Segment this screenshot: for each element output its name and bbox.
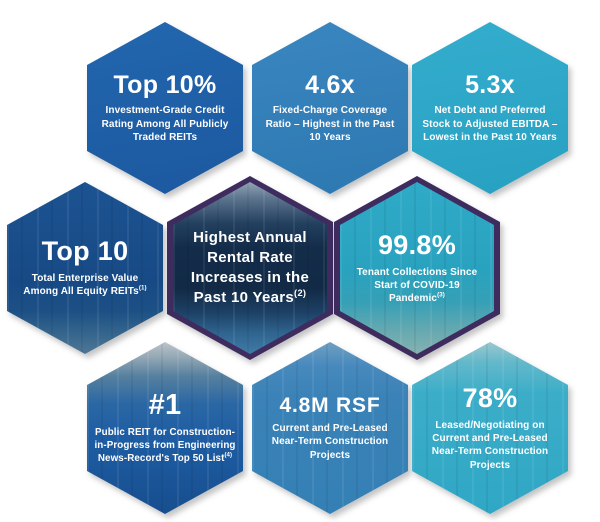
- stat-description: Investment-Grade Credit Rating Among All…: [101, 105, 229, 143]
- hexagon-content: 4.8M RSF Current and Pre-Leased Near-Ter…: [252, 394, 408, 462]
- hexagon-shape: Top 10 Total Enterprise Value Among All …: [7, 182, 163, 354]
- hexagon-content: 99.8% Tenant Collections Since Start of …: [340, 229, 494, 305]
- stat-headline: 5.3x: [465, 70, 515, 99]
- hexagon-enterprise-value: Top 10 Total Enterprise Value Among All …: [7, 182, 163, 354]
- stat-headline: Top 10: [41, 236, 129, 267]
- hexagon-content: 4.6x Fixed-Charge Coverage Ratio – Highe…: [252, 70, 408, 144]
- hexagon-content: Highest Annual Rental Rate Increases in …: [173, 228, 327, 307]
- hexagon-shape: 5.3x Net Debt and Preferred Stock to Adj…: [412, 22, 568, 194]
- hexagon-shape: 99.8% Tenant Collections Since Start of …: [340, 182, 494, 354]
- stat-description: Public REIT for Construction-in-Progress…: [94, 427, 236, 464]
- hexagon-credit-rating: Top 10% Investment-Grade Credit Rating A…: [87, 22, 243, 194]
- hexagon-shape: 4.6x Fixed-Charge Coverage Ratio – Highe…: [252, 22, 408, 194]
- hexagon-shape: 78% Leased/Negotiating on Current and Pr…: [412, 342, 568, 514]
- hexagon-rental-rate-increase: Highest Annual Rental Rate Increases in …: [167, 176, 333, 360]
- hexagon-shape: Highest Annual Rental Rate Increases in …: [173, 182, 327, 354]
- footnote-marker: (2): [294, 287, 307, 298]
- hexagon-content: #1 Public REIT for Construction-in-Progr…: [87, 389, 243, 466]
- hexagon-top-public-reit: #1 Public REIT for Construction-in-Progr…: [87, 342, 243, 514]
- hexagon-shape: Top 10% Investment-Grade Credit Rating A…: [87, 22, 243, 194]
- hexagon-content: 5.3x Net Debt and Preferred Stock to Adj…: [412, 70, 568, 144]
- hexagon-leased-negotiating: 78% Leased/Negotiating on Current and Pr…: [412, 342, 568, 514]
- stat-headline: Highest Annual Rental Rate Increases in …: [190, 229, 310, 306]
- hexagon-tenant-collections: 99.8% Tenant Collections Since Start of …: [334, 176, 500, 360]
- stat-description: Net Debt and Preferred Stock to Adjusted…: [422, 105, 558, 143]
- stat-headline: 99.8%: [377, 229, 457, 260]
- stat-headline: Top 10%: [113, 70, 217, 99]
- footnote-marker: (3): [437, 291, 445, 299]
- hexagon-shape: 4.8M RSF Current and Pre-Leased Near-Ter…: [252, 342, 408, 514]
- stat-headline: 78%: [462, 383, 518, 414]
- stat-description: Total Enterprise Value Among All Equity …: [23, 273, 147, 298]
- hexagon-construction-rsf: 4.8M RSF Current and Pre-Leased Near-Ter…: [252, 342, 408, 514]
- hexagon-purple-border: 99.8% Tenant Collections Since Start of …: [334, 176, 500, 360]
- stat-description: Tenant Collections Since Start of COVID-…: [356, 266, 478, 304]
- stat-headline: 4.6x: [305, 70, 355, 99]
- stat-description: Fixed-Charge Coverage Ratio – Highest in…: [265, 105, 395, 143]
- hexagon-fixed-charge-coverage: 4.6x Fixed-Charge Coverage Ratio – Highe…: [252, 22, 408, 194]
- stat-headline: #1: [148, 389, 182, 422]
- hexagon-net-debt-ebitda: 5.3x Net Debt and Preferred Stock to Adj…: [412, 22, 568, 194]
- hexagon-content: 78% Leased/Negotiating on Current and Pr…: [412, 384, 568, 471]
- hexagon-content: Top 10 Total Enterprise Value Among All …: [7, 237, 163, 298]
- footnote-marker: (4): [224, 452, 233, 459]
- stat-description: Leased/Negotiating on Current and Pre-Le…: [431, 419, 549, 471]
- stat-headline: 4.8M RSF: [279, 394, 381, 418]
- footnote-marker: (1): [138, 285, 147, 293]
- hexagon-content: Top 10% Investment-Grade Credit Rating A…: [87, 70, 243, 144]
- stat-description: Current and Pre-Leased Near-Term Constru…: [271, 423, 389, 461]
- hexagon-shape: #1 Public REIT for Construction-in-Progr…: [87, 342, 243, 514]
- hexagon-purple-border: Highest Annual Rental Rate Increases in …: [167, 176, 333, 360]
